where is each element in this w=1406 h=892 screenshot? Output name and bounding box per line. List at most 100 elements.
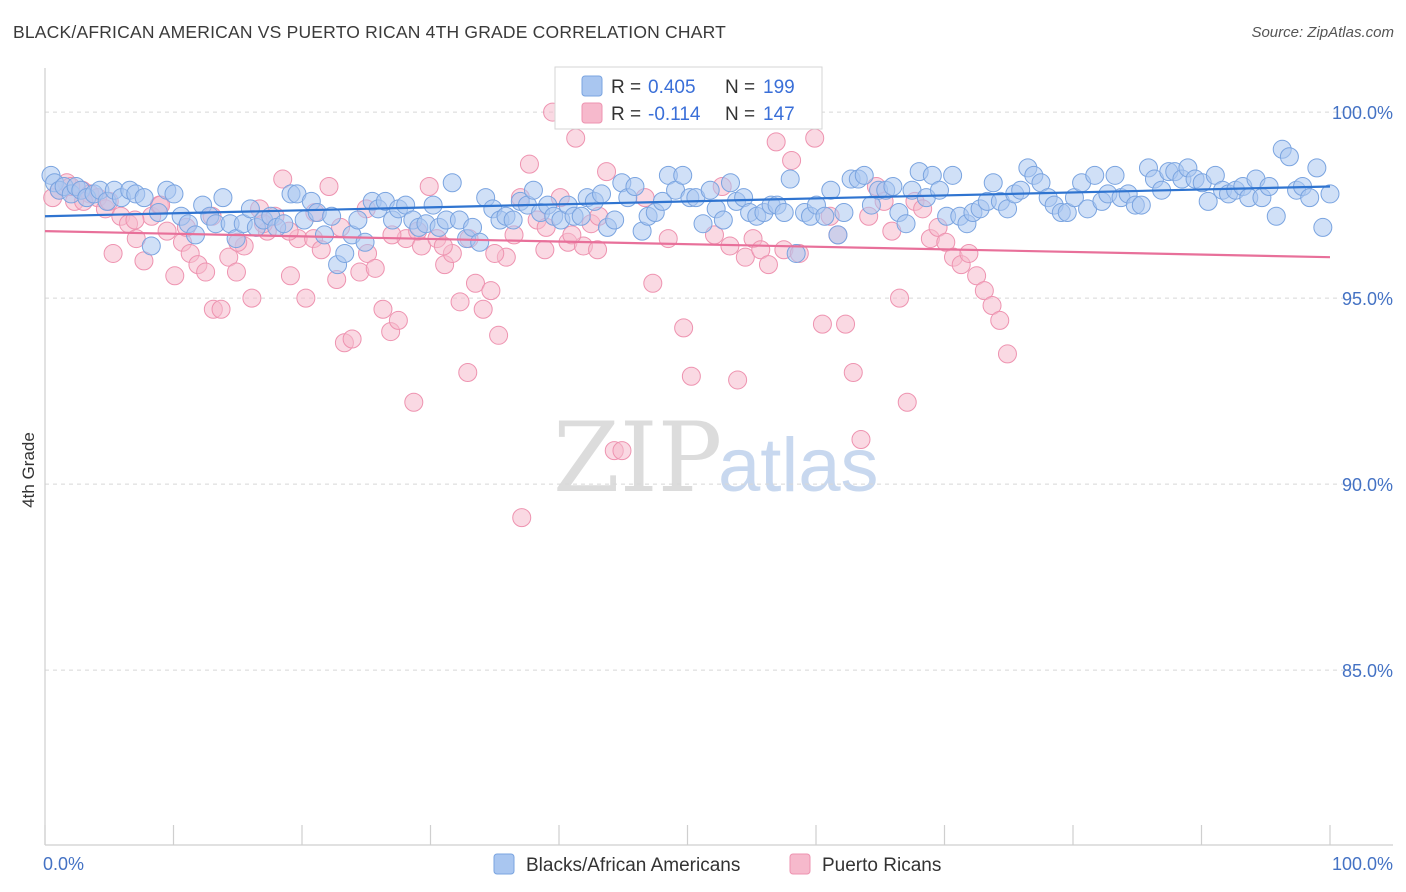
- puerto-rican-point: [967, 266, 987, 286]
- black-african-american-point: [571, 206, 591, 226]
- puerto-rican-point: [103, 243, 123, 263]
- puerto-rican-point: [519, 154, 539, 174]
- puerto-rican-point: [674, 318, 694, 338]
- puerto-rican-point: [165, 266, 185, 286]
- black-african-american-point: [1085, 165, 1105, 185]
- black-african-american-point: [1320, 184, 1340, 204]
- black-african-american-point: [983, 173, 1003, 193]
- puerto-rican-point: [319, 176, 339, 196]
- black-african-american-point: [774, 203, 794, 223]
- black-african-american-point: [240, 199, 260, 219]
- puerto-rican-point: [728, 370, 748, 390]
- legend-pink-r-label: R =: [611, 104, 641, 125]
- puerto-rican-point: [211, 299, 231, 319]
- black-african-american-point: [1011, 180, 1031, 200]
- black-african-american-point: [720, 173, 740, 193]
- puerto-rican-point: [643, 273, 663, 293]
- pink-trend-line: [44, 230, 1331, 259]
- puerto-rican-point: [219, 247, 239, 267]
- black-african-american-point: [943, 165, 963, 185]
- black-african-american-point: [1105, 165, 1125, 185]
- puerto-rican-point: [450, 292, 470, 312]
- puerto-rican-point: [226, 262, 246, 282]
- puerto-rican-point: [535, 240, 555, 260]
- y-tick-label: 90.0%: [1342, 475, 1393, 495]
- puerto-rican-point: [974, 281, 994, 301]
- black-african-american-point: [423, 195, 443, 215]
- puerto-rican-point: [890, 288, 910, 308]
- puerto-rican-point: [612, 441, 632, 461]
- black-african-american-point: [442, 173, 462, 193]
- puerto-rican-point: [157, 221, 177, 241]
- puerto-rican-point: [404, 392, 424, 412]
- puerto-rican-point: [433, 236, 453, 256]
- black-african-american-point: [1266, 206, 1286, 226]
- black-african-american-point: [592, 184, 612, 204]
- black-african-american-point: [134, 188, 154, 208]
- black-african-american-point: [164, 184, 184, 204]
- puerto-rican-point: [812, 314, 832, 334]
- black-african-american-point: [1313, 217, 1333, 237]
- puerto-rican-point: [342, 329, 362, 349]
- chart-title: BLACK/AFRICAN AMERICAN VS PUERTO RICAN 4…: [13, 22, 727, 42]
- blue-trend-line: [44, 185, 1331, 218]
- black-african-american-point: [1279, 147, 1299, 167]
- puerto-rican-point: [597, 162, 617, 182]
- black-african-american-point: [605, 210, 625, 230]
- black-african-american-point: [896, 214, 916, 234]
- puerto-rican-point: [365, 258, 385, 278]
- puerto-rican-point: [681, 366, 701, 386]
- black-african-american-point: [1259, 176, 1279, 196]
- black-african-american-point: [355, 232, 375, 252]
- puerto-rican-point: [766, 132, 786, 152]
- black-african-american-point: [335, 243, 355, 263]
- legend-pink-n-label: N =: [725, 104, 755, 125]
- black-african-american-point: [828, 225, 848, 245]
- black-african-american-point: [883, 176, 903, 196]
- black-african-american-point: [314, 225, 334, 245]
- puerto-rican-point: [473, 299, 493, 319]
- puerto-rican-point: [273, 169, 293, 189]
- puerto-rican-point: [512, 508, 532, 528]
- legend-pink-r-value: -0.114: [648, 104, 701, 125]
- puerto-rican-point: [196, 262, 216, 282]
- black-african-american-point: [274, 214, 294, 234]
- legend-pink-swatch: [581, 102, 603, 124]
- puerto-rican-point: [997, 344, 1017, 364]
- puerto-rican-point: [990, 310, 1010, 330]
- y-tick-label: 100.0%: [1332, 103, 1393, 123]
- puerto-rican-point: [588, 240, 608, 260]
- black-african-american-point: [503, 210, 523, 230]
- puerto-rican-point: [458, 363, 478, 383]
- puerto-rican-point: [936, 232, 956, 252]
- bottom-legend-pink-swatch: [789, 853, 811, 875]
- y-tick-label: 95.0%: [1342, 289, 1393, 309]
- black-african-american-point: [213, 188, 233, 208]
- puerto-rican-point: [125, 210, 145, 230]
- puerto-rican-point: [296, 288, 316, 308]
- puerto-rican-point: [836, 314, 856, 334]
- black-african-american-point: [673, 165, 693, 185]
- black-african-american-point: [821, 180, 841, 200]
- black-african-american-point: [713, 210, 733, 230]
- puerto-rican-point: [843, 363, 863, 383]
- puerto-rican-point: [805, 128, 825, 148]
- black-african-american-point: [348, 210, 368, 230]
- y-tick-label: 85.0%: [1342, 661, 1393, 681]
- bottom-legend-pink-label: Puerto Ricans: [822, 855, 941, 876]
- bottom-legend-blue-swatch: [493, 853, 515, 875]
- x-tick-label-max: 100.0%: [1332, 854, 1393, 874]
- puerto-rican-point: [982, 296, 1002, 316]
- puerto-rican-point: [851, 429, 871, 449]
- black-african-american-point: [1198, 191, 1218, 211]
- legend-pink-n-value: 147: [763, 104, 795, 125]
- black-african-american-point: [700, 180, 720, 200]
- puerto-rican-point: [562, 225, 582, 245]
- legend-blue-n-label: N =: [725, 77, 755, 98]
- puerto-rican-point: [758, 255, 778, 275]
- puerto-rican-point: [485, 243, 505, 263]
- black-african-american-point: [854, 165, 874, 185]
- black-african-american-point: [693, 214, 713, 234]
- bottom-legend-blue-label: Blacks/African Americans: [526, 855, 740, 876]
